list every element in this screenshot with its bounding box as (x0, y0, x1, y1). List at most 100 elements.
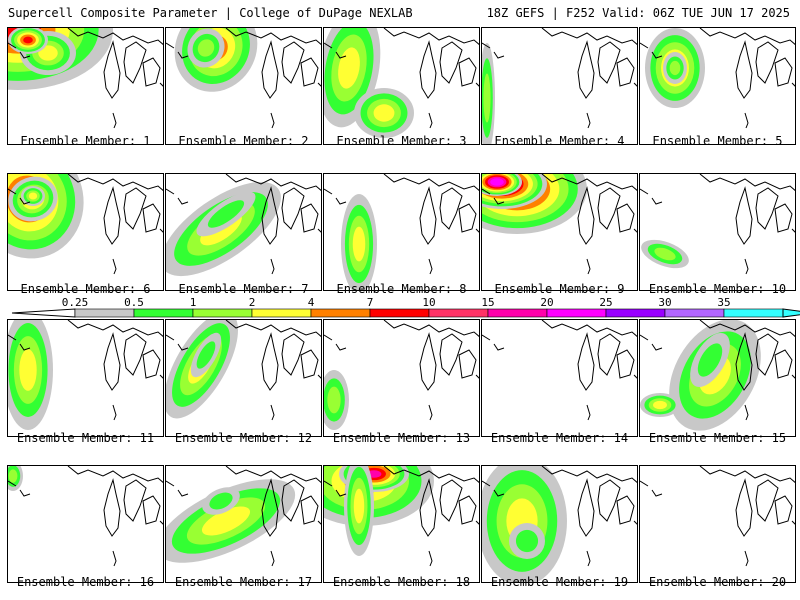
legend-tick-label: 30 (658, 296, 671, 309)
scp-field-map (166, 320, 321, 421)
scp-field-map (482, 466, 637, 582)
legend-color-swatch (369, 308, 430, 318)
great-lakes-outline (166, 466, 321, 567)
ensemble-map-panel (323, 27, 480, 145)
ensemble-member-label: Ensemble Member: 14 (490, 431, 629, 445)
scp-field-map (8, 320, 163, 430)
legend-color-swatch (133, 308, 194, 318)
great-lakes-outline (482, 466, 637, 567)
scp-contours (166, 479, 296, 563)
legend-color-swatch (723, 308, 784, 318)
ensemble-map-panel (165, 27, 322, 145)
legend-color-swatch (605, 308, 666, 318)
scp-field-map (166, 28, 321, 129)
ensemble-map-panel (7, 173, 164, 291)
ensemble-member-label: Ensemble Member: 2 (178, 134, 309, 148)
ensemble-map-panel (7, 27, 164, 145)
great-lakes-outline (640, 28, 795, 129)
ensemble-map-panel (165, 319, 322, 437)
scp-contour-fill (209, 492, 233, 510)
scp-contours (641, 239, 689, 269)
scp-contour-fill (8, 469, 18, 483)
scp-contour-fill (492, 179, 502, 185)
legend-color-swatch (546, 308, 607, 318)
great-lakes-outline (166, 320, 321, 421)
legend-tick-label: 25 (599, 296, 612, 309)
scp-contours (482, 466, 567, 582)
scp-field-map (324, 466, 479, 567)
scp-contour-fill (483, 73, 491, 123)
legend-tick-label: 0.5 (124, 296, 144, 309)
scp-field-map (8, 28, 163, 129)
great-lakes-outline (640, 466, 795, 567)
scp-contour-fill (327, 386, 341, 414)
scp-contours (645, 28, 705, 108)
ensemble-member-label: Ensemble Member: 13 (332, 431, 471, 445)
great-lakes-outline (482, 174, 637, 275)
ensemble-map-panel (165, 173, 322, 291)
ensemble-member-label: Ensemble Member: 18 (332, 575, 471, 589)
legend-tick-label: 7 (367, 296, 374, 309)
legend-color-swatch (251, 308, 312, 318)
great-lakes-outline (482, 28, 637, 129)
ensemble-map-panel (639, 319, 796, 437)
scp-contours (166, 181, 281, 277)
legend-tick-label: 35 (717, 296, 730, 309)
ensemble-map-panel (165, 465, 322, 583)
legend-tick-label: 2 (249, 296, 256, 309)
ensemble-member-label: Ensemble Member: 5 (652, 134, 783, 148)
great-lakes-outline (166, 174, 321, 275)
ensemble-member-label: Ensemble Member: 3 (336, 134, 467, 148)
scp-field-map (482, 28, 637, 144)
scp-field-map (324, 320, 479, 430)
legend-color-swatch (192, 308, 253, 318)
ensemble-member-label: Ensemble Member: 8 (336, 282, 467, 296)
ensemble-member-label: Ensemble Member: 16 (16, 575, 155, 589)
scp-contour-fill (19, 349, 37, 391)
legend-tick-label: 15 (481, 296, 494, 309)
legend-color-bar (11, 308, 800, 318)
ensemble-member-label: Ensemble Member: 4 (494, 134, 625, 148)
scp-contours (8, 28, 113, 90)
great-lakes-outline (324, 320, 479, 421)
great-lakes-outline (324, 28, 479, 129)
scp-field-map (166, 174, 321, 277)
scp-contour-fill (197, 39, 215, 57)
scp-contours (324, 466, 434, 556)
legend-tick-label: 1 (190, 296, 197, 309)
legend-color-swatch (428, 308, 489, 318)
ensemble-map-panel (7, 319, 164, 437)
scp-field-map (482, 320, 637, 421)
ensemble-map-panel (481, 173, 638, 291)
ensemble-member-label: Ensemble Member: 20 (648, 575, 787, 589)
scp-contours (174, 28, 258, 92)
ensemble-map-panel (639, 173, 796, 291)
great-lakes-outline (640, 320, 795, 421)
ensemble-map-panel (639, 27, 796, 145)
scp-contours (8, 174, 84, 259)
ensemble-member-label: Ensemble Member: 15 (648, 431, 787, 445)
scp-contours (8, 466, 23, 491)
ensemble-map-panel (7, 465, 164, 583)
scp-contour-fill (28, 192, 38, 200)
ensemble-map-panel (323, 173, 480, 291)
ensemble-map-panel (481, 319, 638, 437)
scp-contour-fill (23, 36, 33, 44)
scp-contour-fill (697, 343, 723, 377)
map-title: Supercell Composite Parameter | College … (8, 6, 413, 20)
scp-contours (324, 28, 414, 138)
great-lakes-outline (324, 466, 479, 567)
scp-contour-fill (207, 200, 245, 228)
scp-contour-fill (654, 247, 676, 261)
ensemble-member-label: Ensemble Member: 12 (174, 431, 313, 445)
ensemble-member-label: Ensemble Member: 10 (648, 282, 787, 296)
ensemble-map-panel (639, 465, 796, 583)
scp-contour-fill (653, 400, 667, 410)
scp-contours (482, 174, 587, 234)
scp-field-map (482, 174, 637, 275)
scp-field-map (324, 28, 479, 138)
scp-contour-fill (373, 104, 395, 122)
ensemble-member-label: Ensemble Member: 1 (20, 134, 151, 148)
scp-field-map (8, 174, 163, 275)
scp-contour-fill (196, 341, 216, 369)
